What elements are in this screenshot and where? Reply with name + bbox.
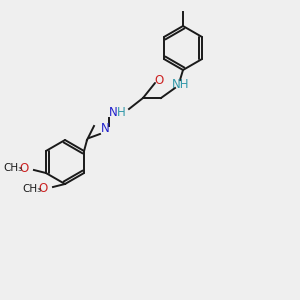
Text: NH: NH [172, 77, 190, 91]
Text: CH₃: CH₃ [3, 163, 22, 173]
Text: O: O [38, 182, 48, 196]
Text: O: O [19, 161, 28, 175]
Text: CH₃: CH₃ [22, 184, 42, 194]
Text: N: N [109, 106, 117, 119]
Text: H: H [117, 106, 125, 119]
Text: O: O [154, 74, 164, 86]
Text: N: N [100, 122, 109, 136]
